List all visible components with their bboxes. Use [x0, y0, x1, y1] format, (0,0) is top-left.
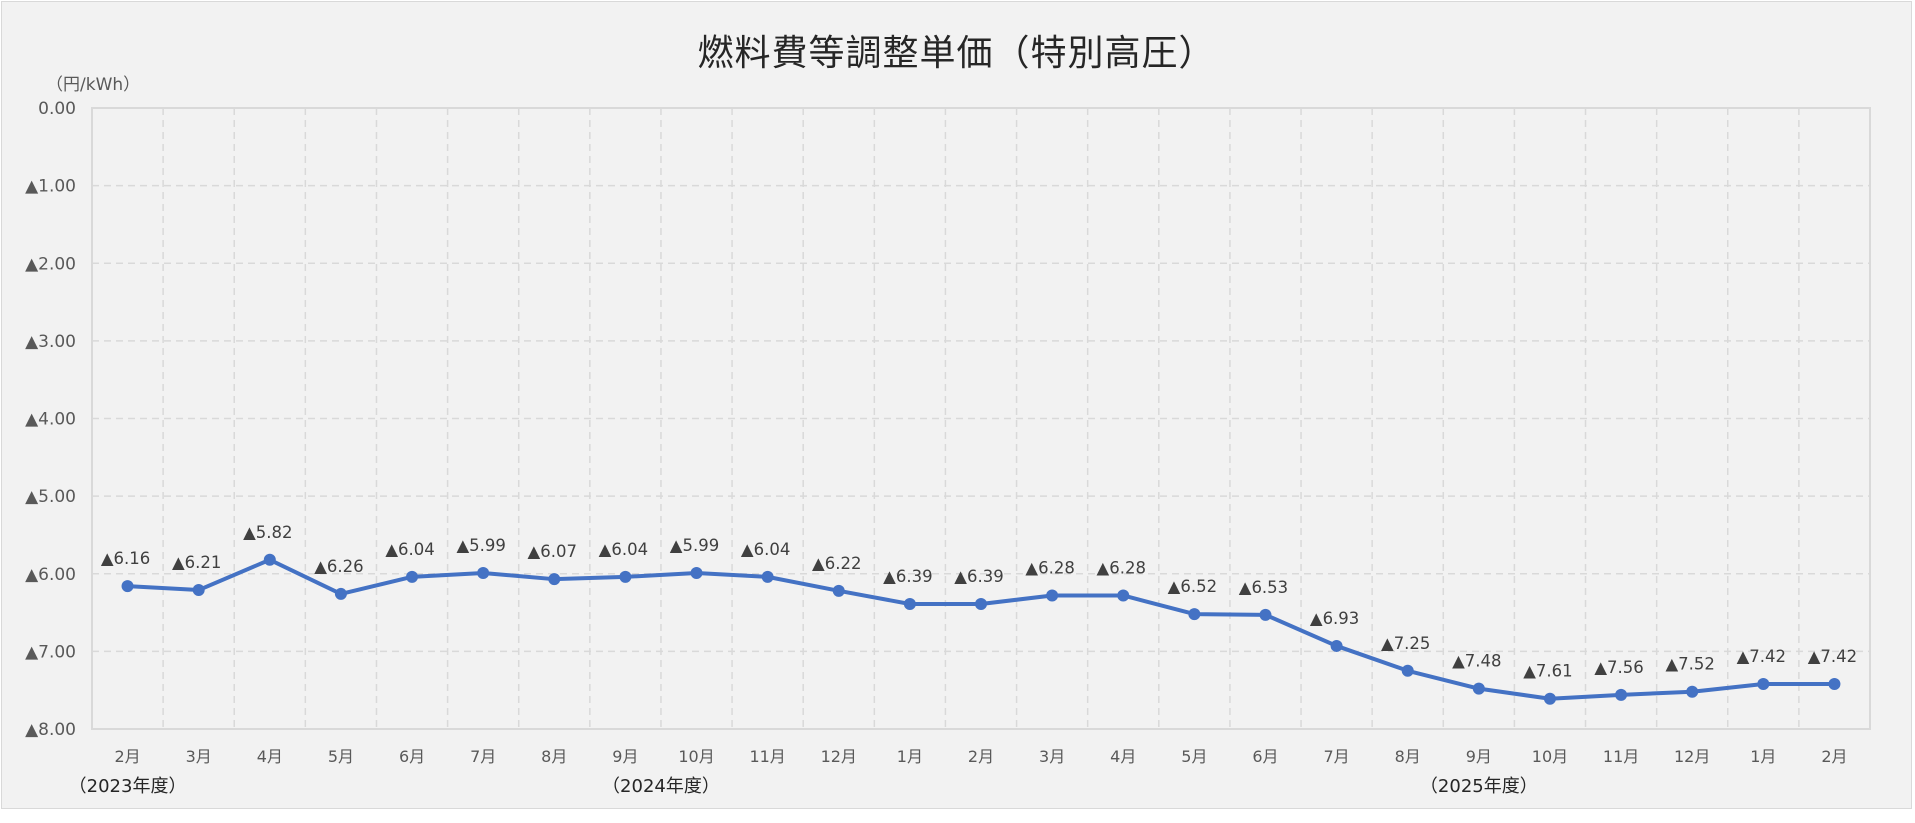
data-label: ▲6.04	[741, 540, 790, 559]
data-point-marker[interactable]	[1472, 682, 1485, 695]
fiscal-year-label: （2025年度）	[1420, 776, 1538, 797]
x-tick-label: 7月	[470, 747, 496, 766]
x-tick-label: 10月	[1532, 747, 1568, 766]
y-axis-ticks: 0.00 ▲1.00 ▲2.00 ▲3.00 ▲4.00 ▲5.00 ▲6.00 ▲7.00 ▲…	[25, 99, 76, 740]
data-point-marker[interactable]	[1401, 664, 1414, 677]
y-axis-unit-label: （円/kWh）	[46, 75, 141, 95]
x-tick-label: 2月	[968, 747, 994, 766]
data-point-marker[interactable]	[121, 580, 134, 593]
data-label: ▲6.28	[1025, 558, 1074, 577]
data-label: ▲7.61	[1523, 662, 1572, 681]
data-label: ▲6.07	[528, 542, 577, 561]
data-label: ▲7.42	[1737, 647, 1786, 666]
data-point-marker[interactable]	[263, 553, 276, 566]
x-tick-label: 10月	[678, 747, 714, 766]
data-point-marker[interactable]	[903, 598, 916, 611]
data-point-marker[interactable]	[1543, 692, 1556, 705]
data-point-marker[interactable]	[334, 587, 347, 600]
data-point-marker[interactable]	[690, 566, 703, 579]
x-tick-label: 9月	[1466, 747, 1492, 766]
y-tick-label: ▲3.00	[25, 332, 76, 352]
data-label: ▲5.82	[243, 523, 292, 542]
x-tick-label: 11月	[749, 747, 785, 766]
data-label: ▲6.16	[101, 549, 150, 568]
y-tick-label: ▲6.00	[25, 565, 76, 585]
data-point-marker[interactable]	[832, 584, 845, 597]
data-label: ▲5.99	[456, 536, 505, 555]
data-label: ▲7.56	[1594, 658, 1643, 677]
data-label: ▲6.53	[1239, 578, 1288, 597]
fiscal-year-label: （2024年度）	[602, 776, 720, 797]
data-point-marker[interactable]	[477, 566, 490, 579]
data-label: ▲6.39	[954, 567, 1003, 586]
x-tick-label: 7月	[1324, 747, 1350, 766]
chart-frame: 燃料費等調整単価（特別高圧） （円/kWh）	[1, 1, 1912, 809]
data-point-marker[interactable]	[761, 570, 774, 583]
data-label: ▲6.04	[599, 540, 648, 559]
data-label: ▲6.26	[314, 557, 363, 576]
data-point-marker[interactable]	[619, 570, 632, 583]
x-tick-label: 3月	[186, 747, 212, 766]
data-point-marker[interactable]	[1828, 677, 1841, 690]
data-label: ▲7.52	[1665, 655, 1714, 674]
x-tick-label: 11月	[1603, 747, 1639, 766]
data-point-marker[interactable]	[1615, 688, 1628, 701]
x-tick-label: 5月	[328, 747, 354, 766]
y-tick-label: ▲8.00	[25, 720, 76, 740]
y-tick-label: ▲4.00	[25, 410, 76, 430]
y-tick-label: ▲1.00	[25, 177, 76, 197]
data-point-marker[interactable]	[1259, 608, 1272, 621]
data-point-marker[interactable]	[1686, 685, 1699, 698]
plot-area-border	[91, 107, 1871, 730]
data-labels: ▲6.16 ▲6.21 ▲5.82 ▲6.26 ▲6.04 ▲5.99 ▲6.07 ▲6.04…	[101, 523, 1857, 681]
data-label: ▲6.52	[1168, 577, 1217, 596]
x-tick-label: 2月	[114, 747, 140, 766]
fiscal-year-label: （2023年度）	[69, 776, 187, 797]
x-tick-label: 12月	[821, 747, 857, 766]
y-tick-label: ▲2.00	[25, 254, 76, 274]
data-point-marker[interactable]	[406, 570, 419, 583]
y-tick-label: ▲7.00	[25, 642, 76, 662]
x-axis-ticks: 2月 3月 4月 5月 6月 7月 8月 9月 10月 11月 12月 1月 2月 3月 4月 5月 6月 7月 8…	[114, 747, 1847, 766]
data-label: ▲5.99	[670, 536, 719, 555]
x-tick-label: 8月	[541, 747, 567, 766]
data-series	[121, 553, 1841, 705]
x-tick-label: 8月	[1395, 747, 1421, 766]
data-point-marker[interactable]	[1757, 677, 1770, 690]
chart-title: 燃料費等調整単価（特別高圧）	[697, 33, 1216, 74]
data-label: ▲6.22	[812, 554, 861, 573]
x-tick-label: 5月	[1181, 747, 1207, 766]
data-label: ▲7.42	[1808, 647, 1857, 666]
data-label: ▲6.39	[883, 567, 932, 586]
data-label: ▲6.93	[1310, 609, 1359, 628]
data-point-marker[interactable]	[1117, 589, 1130, 602]
fiscal-year-labels: （2023年度） （2024年度） （2025年度）	[69, 776, 1538, 797]
data-label: ▲6.28	[1097, 558, 1146, 577]
x-tick-label: 4月	[1110, 747, 1136, 766]
x-tick-label: 1月	[1750, 747, 1776, 766]
data-point-marker[interactable]	[1046, 589, 1059, 602]
x-tick-label: 4月	[257, 747, 283, 766]
plot-border	[91, 107, 1871, 730]
data-point-marker[interactable]	[1188, 608, 1201, 621]
x-tick-label: 2月	[1821, 747, 1847, 766]
data-label: ▲7.25	[1381, 634, 1430, 653]
data-point-marker[interactable]	[975, 598, 987, 611]
y-tick-label: 0.00	[38, 99, 76, 119]
data-label: ▲7.48	[1452, 652, 1501, 671]
x-tick-label: 3月	[1039, 747, 1065, 766]
x-tick-label: 12月	[1674, 747, 1710, 766]
data-label: ▲6.04	[385, 540, 434, 559]
data-point-marker[interactable]	[548, 573, 561, 586]
data-point-marker[interactable]	[1330, 639, 1343, 652]
data-point-marker[interactable]	[192, 584, 205, 597]
x-tick-label: 1月	[897, 747, 923, 766]
x-tick-label: 6月	[399, 747, 425, 766]
x-tick-label: 9月	[612, 747, 638, 766]
x-tick-label: 6月	[1252, 747, 1278, 766]
y-tick-label: ▲5.00	[25, 487, 76, 507]
gridlines	[92, 108, 1870, 729]
data-label: ▲6.21	[172, 553, 221, 572]
